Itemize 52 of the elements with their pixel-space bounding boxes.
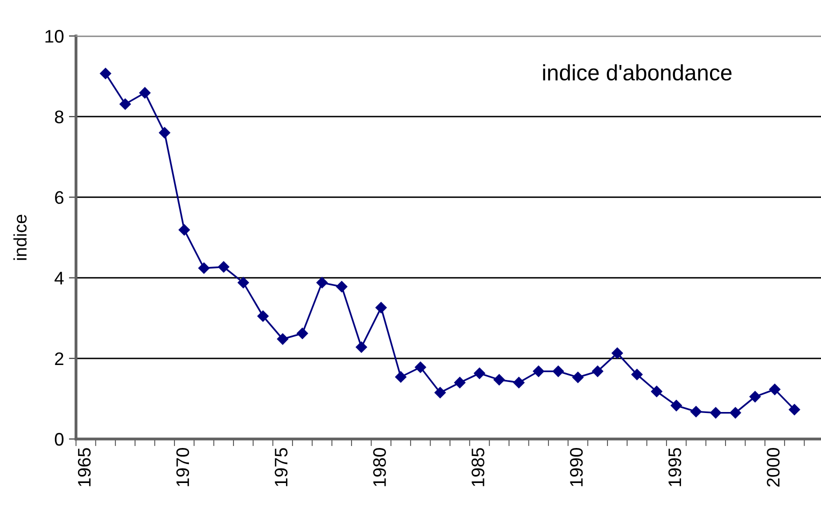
- point: [198, 262, 210, 274]
- point: [120, 98, 131, 110]
- point: [178, 224, 190, 236]
- x-tick-label: 2000: [766, 448, 780, 487]
- point: [474, 368, 486, 379]
- point: [395, 371, 406, 383]
- x-tick-label: 1985: [472, 448, 484, 486]
- y-tick-label: 0: [54, 432, 64, 446]
- point: [454, 376, 466, 388]
- point: [730, 407, 741, 418]
- point: [749, 391, 761, 402]
- point: [788, 404, 800, 416]
- point: [690, 406, 702, 418]
- annotation: indice d'abondance: [543, 64, 732, 81]
- point: [296, 328, 308, 340]
- y-tick-label: 2: [55, 352, 64, 365]
- x-tick-label: 1980: [373, 448, 386, 486]
- x-tick-label: 1970: [176, 448, 190, 486]
- point: [434, 387, 446, 398]
- point: [414, 362, 426, 373]
- point: [316, 277, 328, 288]
- point: [238, 277, 249, 288]
- point: [572, 372, 584, 383]
- point: [513, 376, 524, 388]
- point: [670, 400, 682, 412]
- point: [769, 384, 780, 396]
- point: [356, 342, 368, 353]
- x-tick-label: 1975: [274, 448, 288, 486]
- point: [552, 366, 564, 377]
- x-tick-label: 1965: [78, 448, 91, 486]
- x-tick-label: 1990: [570, 448, 583, 486]
- y-tick-label: 4: [54, 272, 64, 284]
- y-axis-title: indice: [13, 214, 27, 260]
- point: [139, 87, 150, 98]
- y-tick-label: 8: [54, 110, 64, 124]
- y-tick-label: 10: [45, 30, 64, 43]
- point: [532, 366, 544, 377]
- x-tick-label: 1995: [668, 448, 682, 486]
- y-tick-label: 6: [55, 191, 64, 204]
- point: [494, 374, 505, 386]
- point: [592, 366, 604, 377]
- point: [631, 368, 643, 380]
- point: [612, 348, 623, 359]
- point: [651, 386, 662, 398]
- point: [710, 407, 722, 418]
- point: [158, 127, 170, 138]
- point: [375, 302, 387, 314]
- point: [336, 281, 348, 292]
- point: [277, 333, 288, 345]
- point: [257, 310, 269, 322]
- point: [218, 261, 230, 273]
- point: [100, 68, 112, 80]
